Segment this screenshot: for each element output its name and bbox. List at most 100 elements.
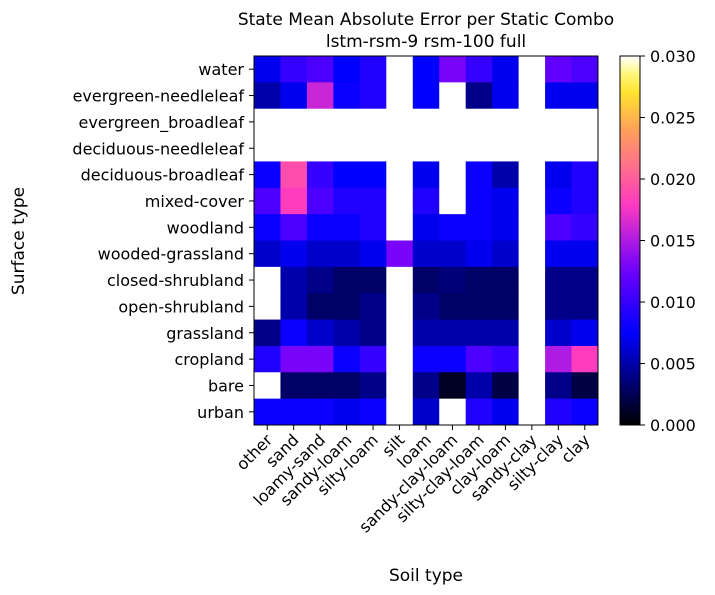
heatmap-cell: [518, 293, 546, 321]
heatmap-cell: [518, 108, 546, 136]
heatmap-cell: [386, 266, 414, 294]
colorbar-tick-label: 0.005: [650, 355, 696, 374]
heatmap-cell: [439, 319, 467, 347]
heatmap-cell: [386, 372, 414, 400]
heatmap-cell: [439, 82, 467, 110]
heatmap-cell: [465, 56, 493, 83]
heatmap-cell: [518, 135, 546, 162]
heatmap-cell: [412, 214, 440, 241]
heatmap-cell: [465, 266, 493, 294]
heatmap-cell: [280, 214, 308, 241]
y-tick-label: bare: [208, 376, 244, 395]
heatmap-cell: [359, 240, 387, 268]
heatmap-cell: [492, 266, 520, 294]
y-tick-label: grassland: [166, 324, 244, 343]
heatmap-cell: [545, 187, 573, 215]
colorbar-gradient: [619, 55, 641, 426]
heatmap-cell: [280, 266, 308, 294]
heatmap-cell: [492, 214, 520, 241]
heatmap-cell: [412, 240, 440, 268]
heatmap-cell: [545, 56, 573, 83]
heatmap-cell: [280, 372, 308, 400]
heatmap-cell: [518, 187, 546, 215]
heatmap-cell: [280, 240, 308, 268]
heatmap-cell: [545, 161, 573, 189]
heatmap-cell: [571, 398, 599, 426]
heatmap-cell: [333, 161, 361, 189]
heatmap-cell: [412, 82, 440, 110]
heatmap-cell: [571, 82, 599, 110]
heatmap-cell: [545, 108, 573, 136]
heatmap-cell: [518, 240, 546, 268]
heatmap-cell: [492, 398, 520, 426]
heatmap-cell: [545, 82, 573, 110]
heatmap-cell: [412, 345, 440, 373]
heatmap-cell: [359, 372, 387, 400]
heatmap-cell: [254, 345, 281, 373]
heatmap-cell: [386, 240, 414, 268]
heatmap-cell: [280, 82, 308, 110]
heatmap-cell: [571, 372, 599, 400]
heatmap-cell: [359, 345, 387, 373]
heatmap-cell: [280, 135, 308, 162]
heatmap-cell: [333, 82, 361, 110]
heatmap-cell: [359, 108, 387, 136]
heatmap-cell: [280, 319, 308, 347]
heatmap-cell: [254, 293, 281, 321]
x-tick-label: clay: [557, 430, 593, 466]
heatmap-cell: [439, 293, 467, 321]
heatmap-cell: [386, 214, 414, 241]
heatmap-cell: [412, 398, 440, 426]
heatmap-cell: [333, 398, 361, 426]
heatmap-cell: [439, 135, 467, 162]
heatmap-cell: [465, 293, 493, 321]
heatmap-cell: [386, 82, 414, 110]
heatmap-cell: [306, 214, 334, 241]
colorbar: 0.000 0.005 0.010 0.015 0.020 0.025 0.030: [619, 47, 696, 435]
heatmap-cell: [545, 319, 573, 347]
heatmap-cell: [333, 187, 361, 215]
heatmap-cell: [254, 108, 281, 136]
heatmap-cell: [359, 161, 387, 189]
heatmap-cell: [518, 372, 546, 400]
heatmap-cell: [333, 293, 361, 321]
heatmap-cell: [280, 398, 308, 426]
y-tick-label: evergreen-needleleaf: [73, 87, 245, 106]
heatmap-cell: [465, 240, 493, 268]
heatmap-cell: [386, 319, 414, 347]
heatmap-cell: [333, 214, 361, 241]
chart-subtitle: lstm-rsm-9 rsm-100 full: [326, 32, 526, 52]
heatmap-cell: [545, 266, 573, 294]
heatmap-cell: [280, 187, 308, 215]
y-tick-label: woodland: [167, 218, 244, 237]
heatmap-cell: [571, 187, 599, 215]
heatmap-cell: [333, 345, 361, 373]
heatmap-cell: [571, 293, 599, 321]
heatmap-cell: [465, 345, 493, 373]
y-tick-label: water: [198, 60, 244, 79]
heatmap-cell: [492, 108, 520, 136]
y-tick-labels: water evergreen-needleleaf evergreen_broad…: [72, 60, 254, 422]
heatmap-cell: [333, 372, 361, 400]
heatmap-cell: [465, 161, 493, 189]
heatmap-cell: [571, 108, 599, 136]
heatmap-cell: [465, 82, 493, 110]
heatmap-cell: [280, 161, 308, 189]
heatmap-cell: [359, 319, 387, 347]
heatmap-cell: [254, 266, 281, 294]
colorbar-tick-label: 0.010: [650, 293, 696, 312]
heatmap-cell: [545, 293, 573, 321]
heatmap-cell: [254, 56, 281, 83]
heatmap-cell: [306, 161, 334, 189]
heatmap-cell: [492, 82, 520, 110]
heatmap-cell: [254, 161, 281, 189]
heatmap-cell: [439, 266, 467, 294]
heatmap-cell: [571, 345, 599, 373]
heatmap-cell: [306, 398, 334, 426]
heatmap-cell: [518, 56, 546, 83]
heatmap-cell: [359, 135, 387, 162]
heatmap-cell: [518, 398, 546, 426]
heatmap-cell: [254, 187, 281, 215]
heatmap-cell: [306, 240, 334, 268]
